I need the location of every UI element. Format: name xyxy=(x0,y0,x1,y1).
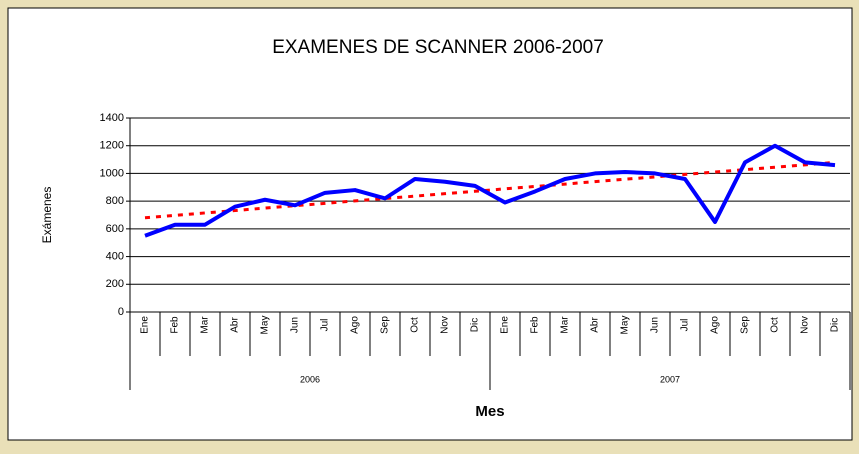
chart-title: EXAMENES DE SCANNER 2006-2007 xyxy=(272,37,604,58)
x-tick-label: Ago xyxy=(350,316,361,334)
x-tick-label: Feb xyxy=(170,316,181,334)
x-tick-label: Feb xyxy=(530,316,541,334)
x-tick-label: Ene xyxy=(500,316,511,334)
y-tick-label: 800 xyxy=(106,195,124,207)
y-tick-label: 600 xyxy=(106,223,124,235)
x-tick-label: May xyxy=(620,316,631,335)
x-tick-label: Sep xyxy=(740,316,751,334)
x-tick-label: Abr xyxy=(230,317,241,333)
chart-frame xyxy=(7,7,853,441)
x-tick-label: Nov xyxy=(440,316,451,334)
x-axis-label: Mes xyxy=(475,403,504,420)
trend-line xyxy=(144,160,836,220)
x-tick-label: Mar xyxy=(560,316,571,334)
x-tick-label: Ago xyxy=(710,316,721,334)
group-label: 2007 xyxy=(660,374,680,384)
x-tick-label: Jul xyxy=(320,319,331,332)
x-tick-label: Nov xyxy=(800,316,811,334)
x-tick-label: Jul xyxy=(680,319,691,332)
x-tick-label: Mar xyxy=(200,316,211,334)
x-tick-label: Sep xyxy=(380,316,391,334)
x-tick-label: Oct xyxy=(410,317,421,333)
x-tick-label: May xyxy=(260,316,271,335)
x-tick-label: Abr xyxy=(590,317,601,333)
y-tick-label: 1200 xyxy=(100,140,124,152)
group-label: 2006 xyxy=(300,374,320,384)
x-tick-label: Oct xyxy=(770,317,781,333)
y-tick-label: 200 xyxy=(106,278,124,290)
x-tick-label: Jun xyxy=(290,317,301,333)
y-tick-label: 1400 xyxy=(100,112,124,124)
y-tick-label: 400 xyxy=(106,250,124,262)
data-line xyxy=(144,143,836,238)
x-tick-label: Dic xyxy=(470,318,481,332)
y-axis-label: Exámenes xyxy=(40,187,54,244)
y-tick-label: 0 xyxy=(118,306,124,318)
x-tick-label: Ene xyxy=(140,316,151,334)
y-tick-label: 1000 xyxy=(100,167,124,179)
x-tick-label: Jun xyxy=(650,317,661,333)
x-tick-label: Dic xyxy=(830,318,841,332)
